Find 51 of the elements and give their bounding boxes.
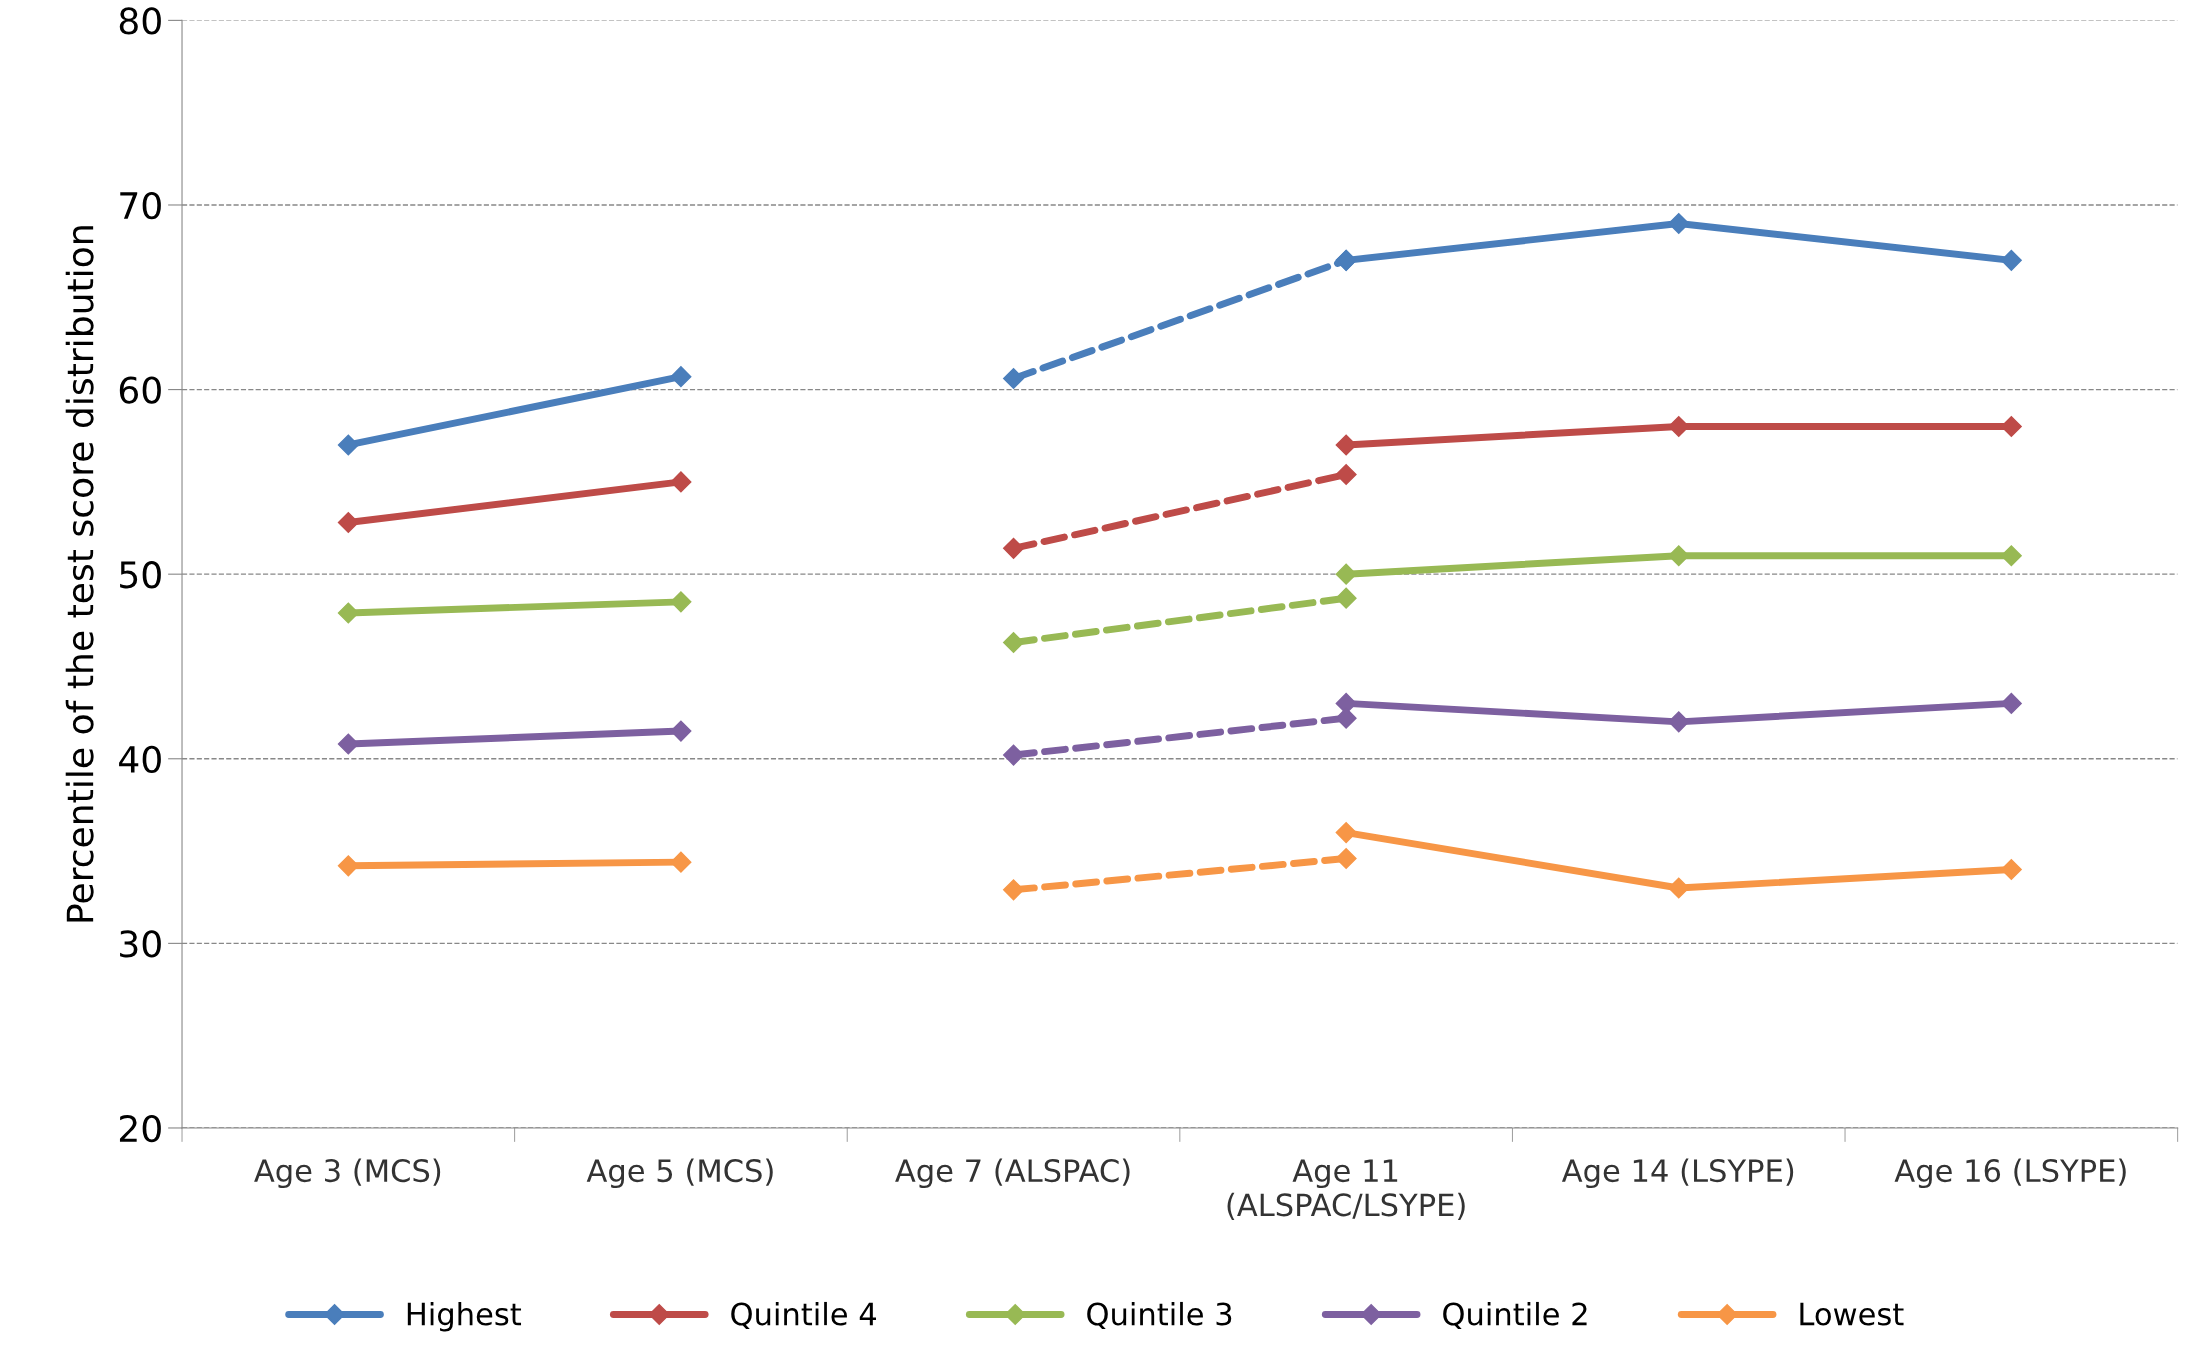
point — [2000, 249, 2022, 271]
x-tick-label: Age 16 (LSYPE) — [1894, 1158, 2126, 1189]
point — [1003, 367, 1025, 390]
point — [1335, 847, 1357, 869]
legend-label: Quintile 3 — [1087, 1301, 1232, 1330]
legend-label: Quintile 2 — [1443, 1301, 1587, 1330]
x-tick-label: Age 3 (MCS) — [254, 1158, 441, 1189]
point — [2000, 545, 2022, 567]
point — [670, 471, 692, 493]
y-tick-label: 60 — [119, 376, 161, 404]
x-tick-label: Age 5 (MCS) — [586, 1158, 773, 1189]
point — [1668, 711, 1690, 733]
x-tick-label: Age 14 (LSYPE) — [1561, 1158, 1794, 1189]
legend-label: Lowest — [1800, 1302, 1904, 1326]
legend-label: Highest — [407, 1301, 522, 1332]
point — [670, 851, 692, 873]
y-tick-label: 40 — [119, 745, 161, 774]
y-tick-label: 20 — [119, 1114, 161, 1143]
point — [670, 591, 692, 613]
point — [1335, 463, 1357, 486]
x-tick-label: Age 11 (ALSPAC/LSYPE) — [1227, 1159, 1465, 1220]
point — [1003, 744, 1025, 766]
point — [2000, 859, 2022, 881]
point — [1335, 434, 1357, 456]
point — [337, 602, 359, 624]
point — [337, 733, 359, 755]
point — [1335, 692, 1357, 714]
y-tick-label: 80 — [119, 7, 161, 35]
point — [1003, 631, 1025, 653]
point — [337, 511, 359, 534]
point — [1335, 707, 1357, 729]
point — [1335, 822, 1357, 844]
point — [1335, 563, 1357, 585]
point — [670, 720, 692, 742]
y-axis-title: Percentile of the test score distribution — [65, 226, 94, 922]
point — [1668, 877, 1690, 899]
point — [670, 366, 692, 388]
point — [1668, 212, 1690, 234]
point — [1335, 587, 1357, 609]
y-tick-label: 30 — [120, 930, 161, 958]
point — [1003, 879, 1025, 901]
point — [337, 434, 359, 456]
point — [337, 855, 359, 877]
legend-label: Quintile 4 — [731, 1301, 876, 1330]
y-tick-label: 70 — [120, 191, 161, 220]
point — [1335, 249, 1357, 271]
x-tick-label: Age 7 (ALSPAC) — [895, 1158, 1130, 1189]
point — [2000, 692, 2022, 714]
point — [1003, 537, 1025, 559]
y-tick-label: 50 — [120, 561, 161, 589]
point — [1668, 545, 1690, 567]
